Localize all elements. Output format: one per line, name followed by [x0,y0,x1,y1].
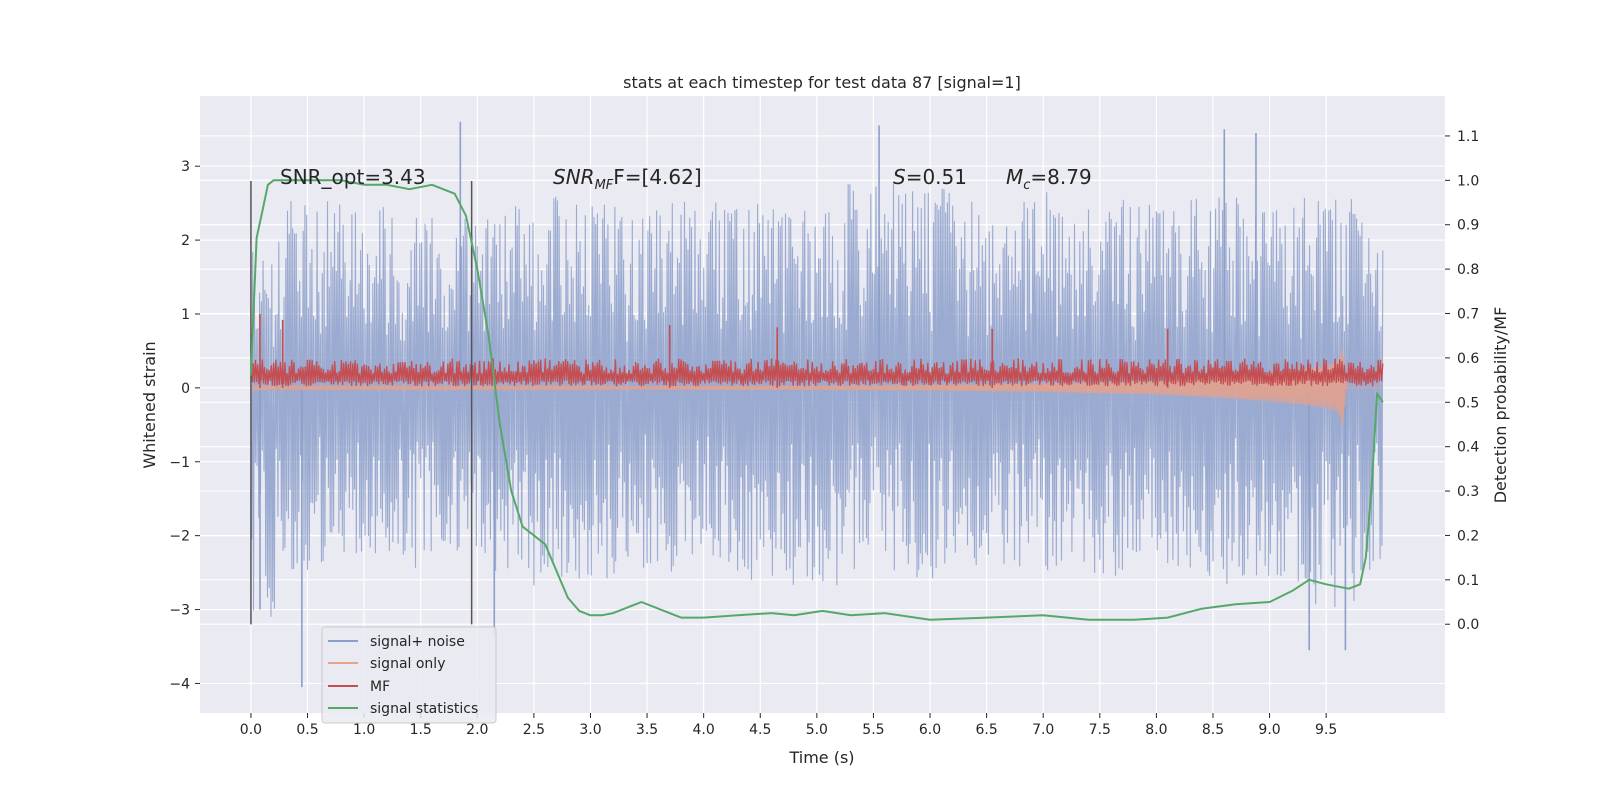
y-tick-label: 1 [181,307,190,323]
signal-noise-series [250,121,1384,688]
x-tick-label: 2.0 [466,722,488,738]
y2-tick-label: 1.0 [1457,173,1479,189]
x-tick-label: 6.0 [919,722,941,738]
axes: 0.0 0.5 1.0 1.5 2.0 2.5 3.0 3.5 4.0 4.5 5.0 5.5 6.0 6… [169,129,1479,738]
legend-label-signal-noise: signal+ noise [370,634,465,650]
mf-series [250,313,1384,388]
signal-noise-line [250,184,1384,617]
mf-line [250,358,1384,387]
x-tick-label: 5.5 [862,722,884,738]
x-tick-label: 6.5 [975,722,997,738]
annotation-mc-sub: c [1023,178,1030,193]
x-tick-label: 9.5 [1315,722,1337,738]
y2-tick-label: 0.5 [1457,395,1479,411]
y2-tick-label: 0.4 [1457,440,1479,456]
chart-title: stats at each timestep for test data 87 … [623,73,1021,92]
x-tick-label: 8.0 [1145,722,1167,738]
y2-axis-label: Detection probability/MF [1491,307,1510,504]
annotation-snr-mf-tail: F=[4.62] [613,165,701,189]
x-tick-label: 7.5 [1089,722,1111,738]
x-tick-label: 1.0 [353,722,375,738]
y-tick-label: −1 [169,455,190,471]
signal-only-series [250,349,1383,425]
y2-tick-label: 0.7 [1457,307,1479,323]
y2-tick-label: 0.1 [1457,573,1479,589]
y2-tick-label: 0.8 [1457,262,1479,278]
legend-box [321,626,497,724]
y2-tick-label: 0.9 [1457,218,1479,234]
annotation-mc-value: =8.79 [1030,165,1091,189]
annotation-mc: Mc=8.79 [1006,165,1092,193]
vertical-markers [250,180,473,625]
x-tick-label: 8.5 [1202,722,1224,738]
annotation-s: S=0.51 [893,165,967,189]
annotation-snr-mf: SNRMFF=[4.62] [553,165,702,193]
legend-label-signal-only: signal only [370,656,445,672]
y-tick-label: −2 [169,529,190,545]
legend-label-mf: MF [370,679,390,695]
x-tick-label: 5.0 [806,722,828,738]
y-axis-label: Whitened strain [140,341,159,468]
y2-tick-label: 0.6 [1457,351,1479,367]
x-tick-label: 1.5 [410,722,432,738]
x-axis-label: Time (s) [788,748,854,767]
y2-tick-label: 0.3 [1457,484,1479,500]
annotation-snr-opt: SNR_opt=3.43 [280,165,426,189]
y-tick-label: 0 [181,381,190,397]
x-tick-label: 3.0 [579,722,601,738]
signal-only-line [250,349,1383,425]
legend: signal+ noise signal only MF signal stat… [321,626,497,724]
y-tick-label: 2 [181,233,190,249]
annotation-s-label: S [893,165,906,189]
annotation-snr-mf-label: SNR [553,165,595,189]
y2-tick-label: 0.0 [1457,617,1479,633]
x-tick-label: 7.0 [1032,722,1054,738]
y2-tick-label: 0.2 [1457,528,1479,544]
y2-tick-label: 1.1 [1457,129,1479,145]
annotation-mc-label: M [1006,165,1023,189]
signal-statistics-line [249,179,1384,621]
annotation-snr-mf-sub: MF [595,178,614,193]
annotation-s-value: =0.51 [906,165,967,189]
y-tick-label: −3 [169,603,190,619]
x-tick-label: 0.0 [240,722,262,738]
x-tick-label: 2.5 [523,722,545,738]
signal-statistics-series [249,179,1384,621]
x-tick-label: 4.5 [749,722,771,738]
y-tick-label: 3 [181,159,190,175]
legend-label-signal-statistics: signal statistics [370,701,478,717]
x-tick-label: 9.0 [1258,722,1280,738]
x-tick-label: 4.0 [693,722,715,738]
y-tick-label: −4 [169,676,190,692]
x-tick-label: 0.5 [296,722,318,738]
x-tick-label: 3.5 [636,722,658,738]
